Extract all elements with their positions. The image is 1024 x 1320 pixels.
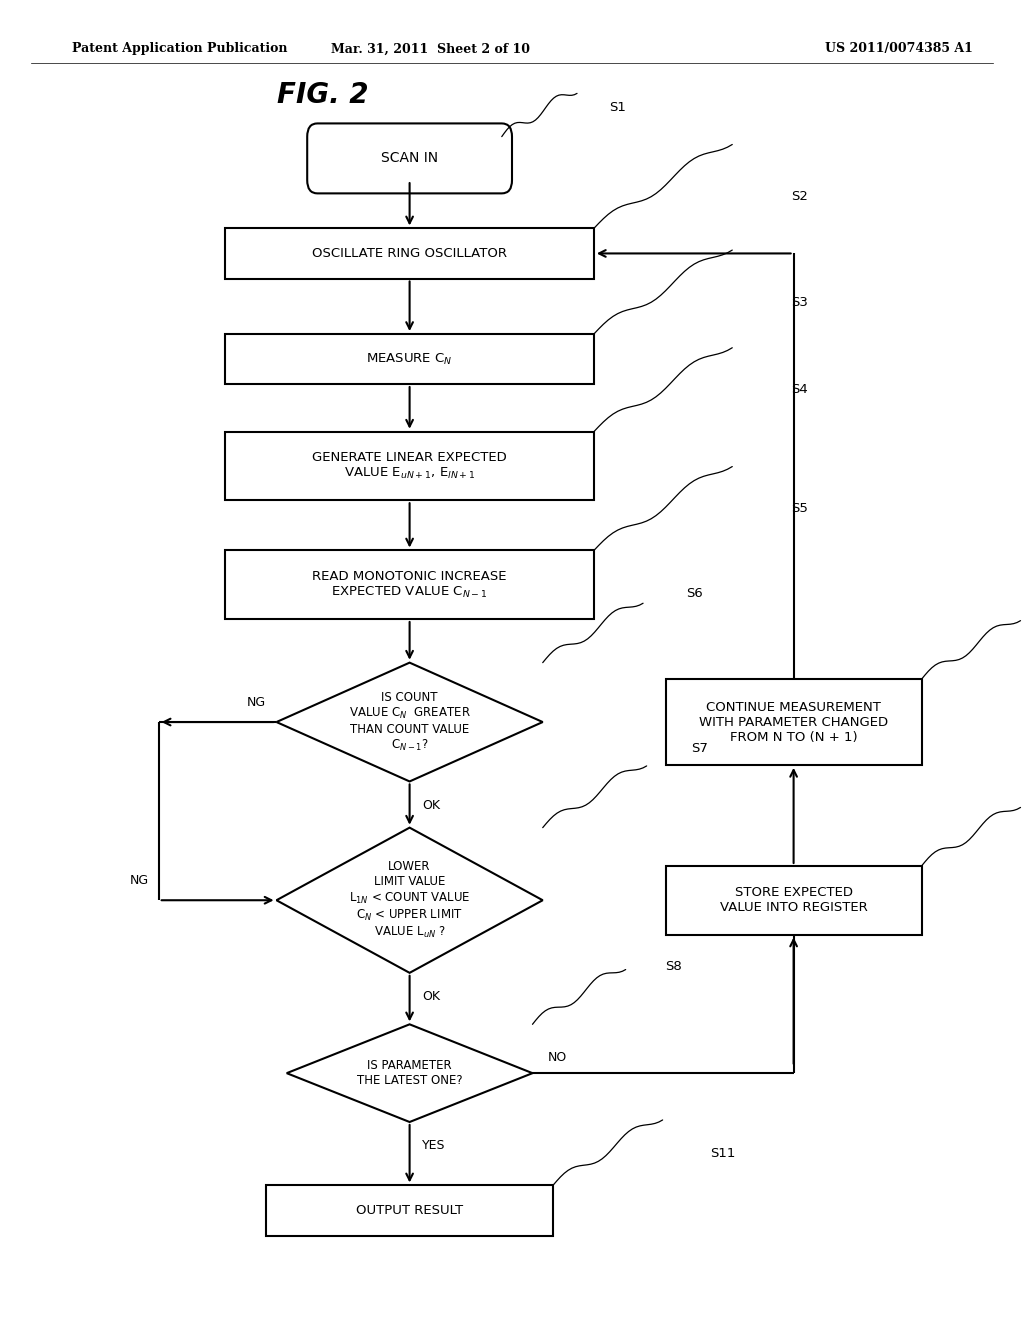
Bar	[225, 228, 594, 279]
Bar	[225, 432, 594, 500]
Bar	[225, 334, 594, 384]
Bar	[266, 1185, 553, 1236]
Text: GENERATE LINEAR EXPECTED
VALUE E$_{uN+1}$, E$_{lN+1}$: GENERATE LINEAR EXPECTED VALUE E$_{uN+1}…	[312, 451, 507, 480]
Text: S3: S3	[792, 296, 808, 309]
Bar	[666, 866, 922, 935]
Text: S11: S11	[710, 1147, 735, 1160]
Text: US 2011/0074385 A1: US 2011/0074385 A1	[825, 42, 973, 55]
Text: OK: OK	[422, 799, 440, 812]
Text: OSCILLATE RING OSCILLATOR: OSCILLATE RING OSCILLATOR	[312, 247, 507, 260]
Text: MEASURE C$_N$: MEASURE C$_N$	[367, 351, 453, 367]
Text: SCAN IN: SCAN IN	[381, 152, 438, 165]
Text: YES: YES	[422, 1139, 445, 1152]
Polygon shape	[287, 1024, 532, 1122]
Text: NG: NG	[129, 874, 148, 887]
Text: IS COUNT
VALUE C$_N$  GREATER
THAN COUNT VALUE
C$_{N-1}$?: IS COUNT VALUE C$_N$ GREATER THAN COUNT …	[349, 690, 470, 754]
Text: S7: S7	[691, 742, 708, 755]
Text: OK: OK	[422, 990, 440, 1003]
Text: Mar. 31, 2011  Sheet 2 of 10: Mar. 31, 2011 Sheet 2 of 10	[331, 42, 529, 55]
Text: S6: S6	[686, 587, 702, 601]
Polygon shape	[276, 828, 543, 973]
Text: IS PARAMETER
THE LATEST ONE?: IS PARAMETER THE LATEST ONE?	[356, 1059, 463, 1088]
Polygon shape	[276, 663, 543, 781]
Text: READ MONOTONIC INCREASE
EXPECTED VALUE C$_{N-1}$: READ MONOTONIC INCREASE EXPECTED VALUE C…	[312, 570, 507, 599]
Text: STORE EXPECTED
VALUE INTO REGISTER: STORE EXPECTED VALUE INTO REGISTER	[720, 886, 867, 915]
Text: FIG. 2: FIG. 2	[276, 81, 369, 110]
Text: NG: NG	[247, 696, 266, 709]
Text: S1: S1	[609, 102, 626, 114]
Text: S2: S2	[792, 190, 808, 203]
Text: S8: S8	[666, 960, 682, 973]
Text: CONTINUE MEASUREMENT
WITH PARAMETER CHANGED
FROM N TO (N + 1): CONTINUE MEASUREMENT WITH PARAMETER CHAN…	[699, 701, 888, 743]
Bar	[666, 680, 922, 766]
Text: Patent Application Publication: Patent Application Publication	[72, 42, 287, 55]
Text: NO: NO	[548, 1051, 567, 1064]
FancyBboxPatch shape	[307, 123, 512, 193]
Text: S5: S5	[792, 502, 808, 515]
Bar	[225, 550, 594, 619]
Text: LOWER
LIMIT VALUE
L$_{1N}$ < COUNT VALUE
C$_N$ < UPPER LIMIT
VALUE L$_{uN}$ ?: LOWER LIMIT VALUE L$_{1N}$ < COUNT VALUE…	[349, 861, 470, 940]
Text: OUTPUT RESULT: OUTPUT RESULT	[356, 1204, 463, 1217]
Text: S4: S4	[792, 383, 808, 396]
